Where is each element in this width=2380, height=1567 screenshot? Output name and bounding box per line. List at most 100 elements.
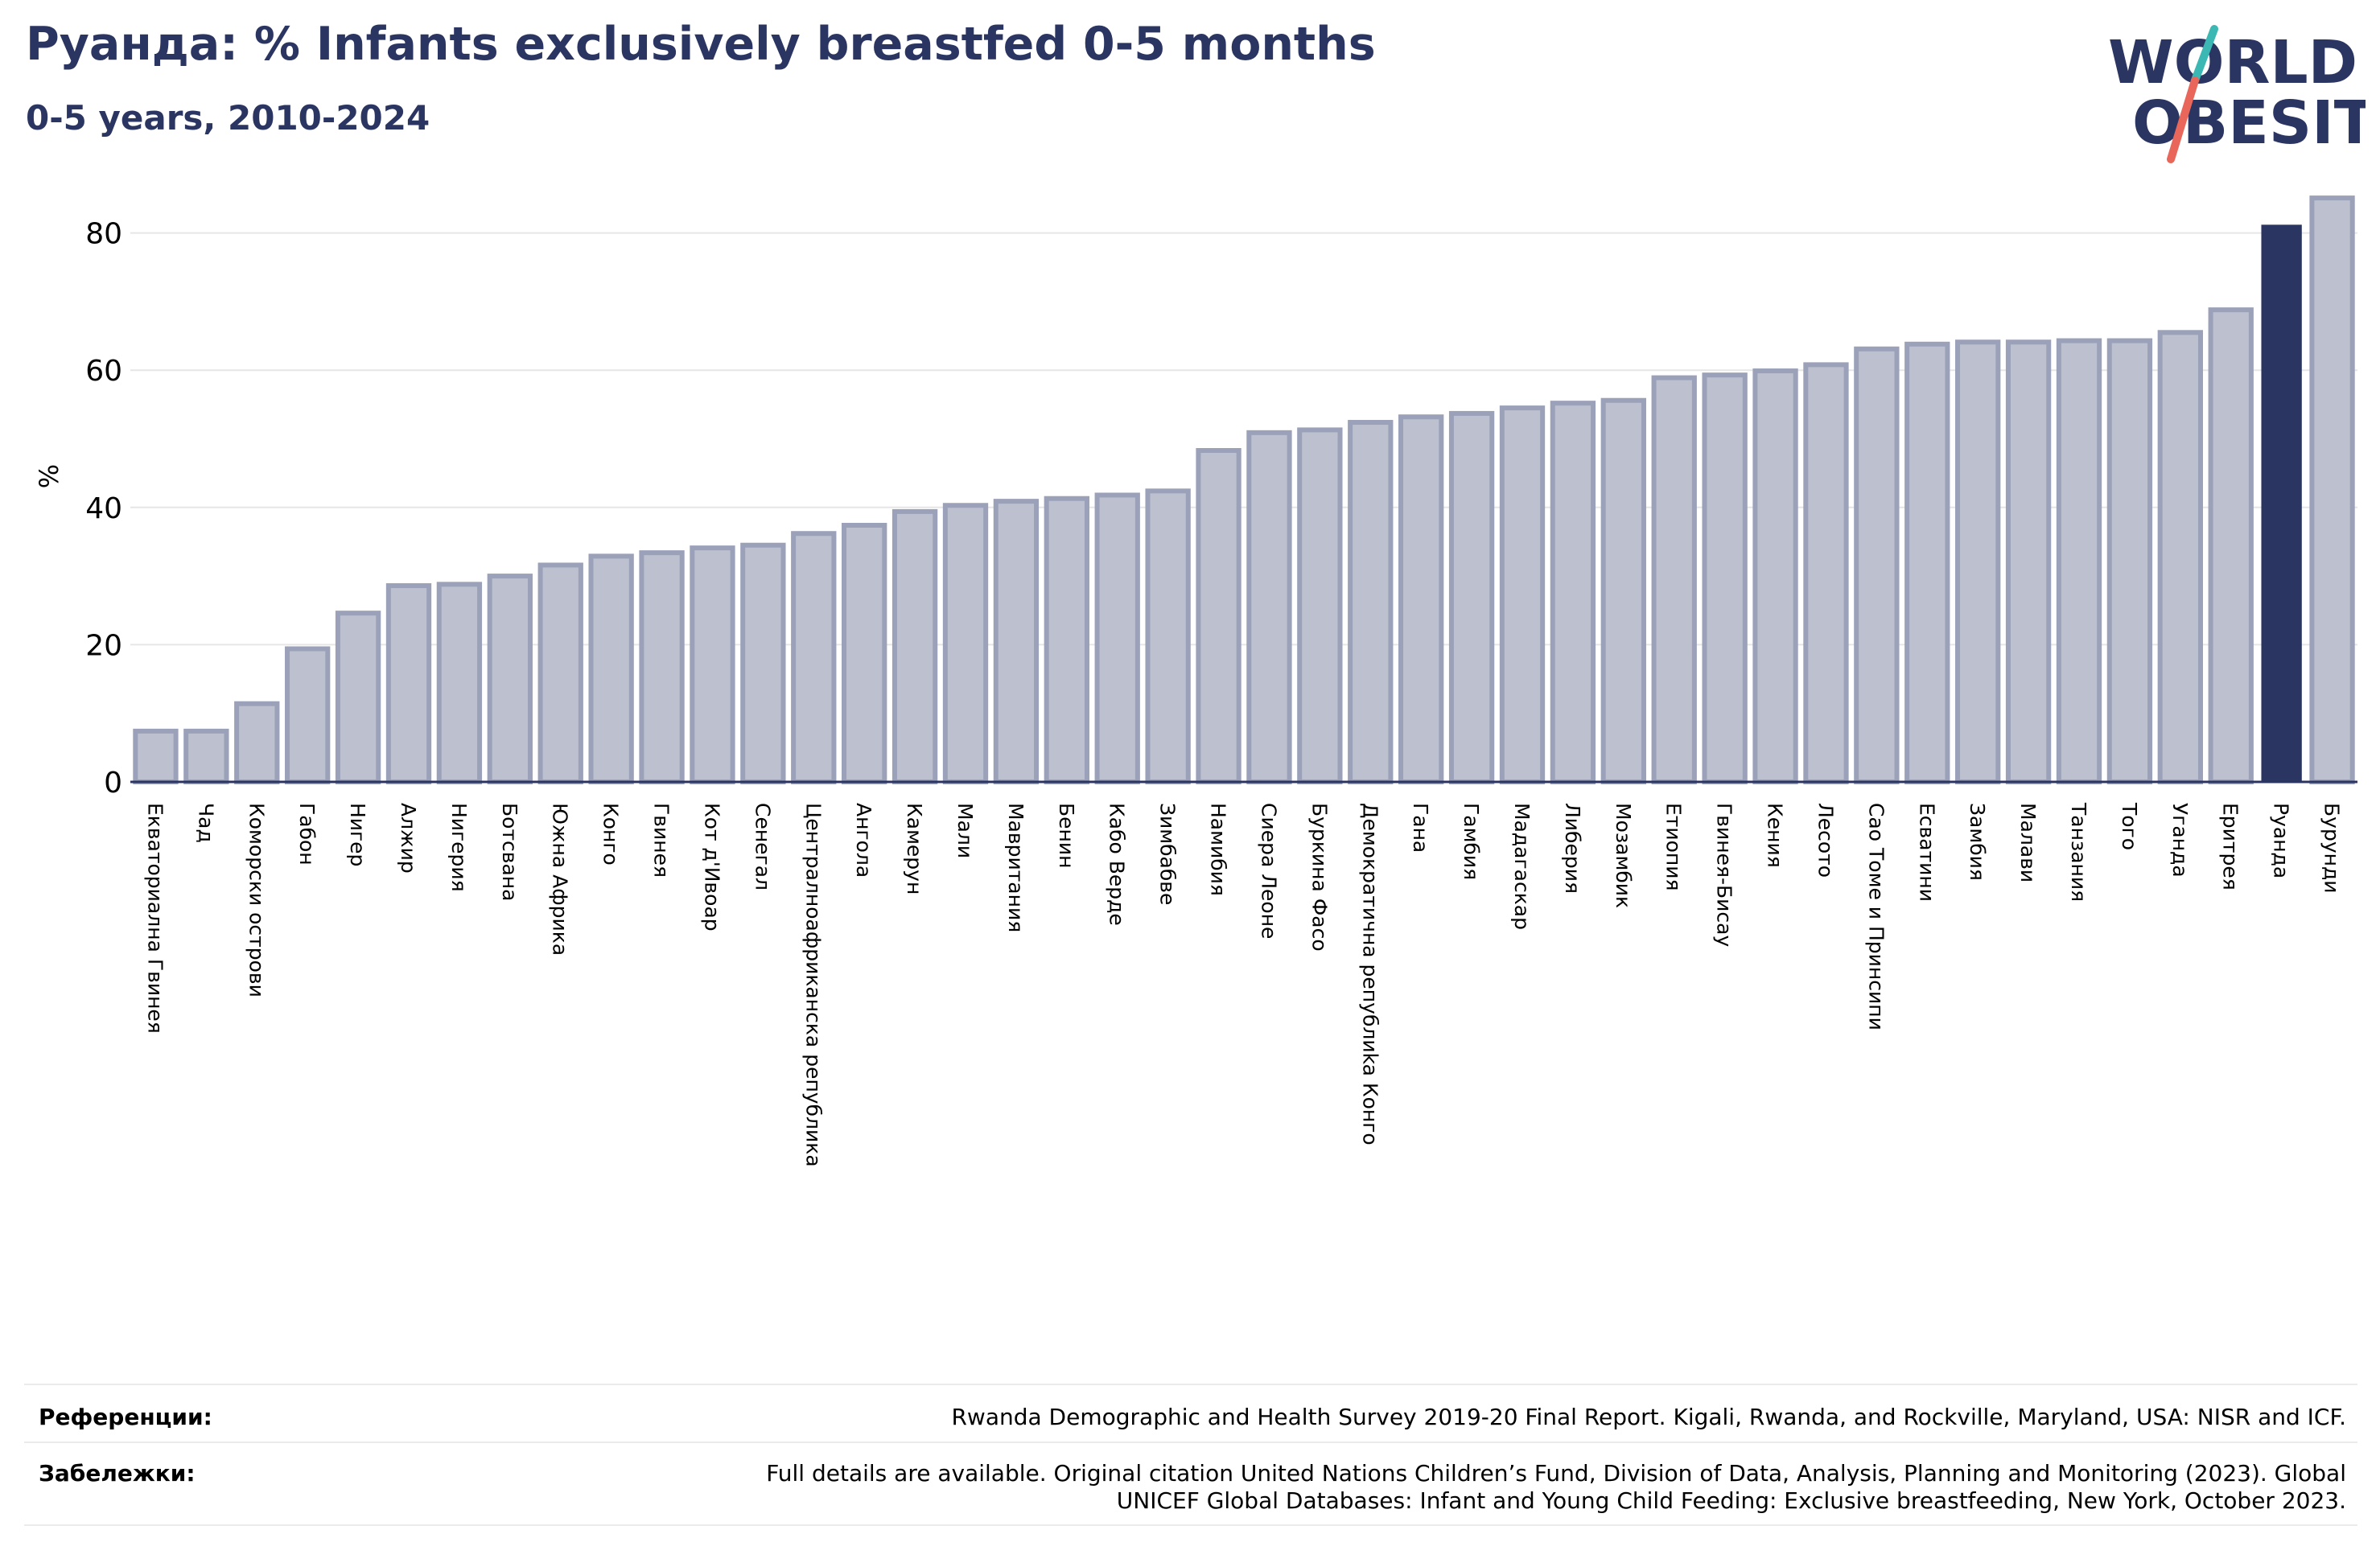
category-label: Есватини — [1915, 803, 1938, 902]
category-label: Уганда — [2168, 803, 2192, 878]
bar — [2056, 338, 2102, 784]
footer-divider-middle — [24, 1442, 2357, 1443]
y-tick-label: 20 — [85, 629, 122, 662]
category-label: Малави — [2016, 803, 2040, 882]
category-label: Мали — [953, 803, 977, 858]
bar — [2106, 338, 2153, 784]
category-label: Мадагаскар — [1510, 803, 1534, 930]
footer-divider-bottom — [24, 1524, 2357, 1526]
category-label: Буркина Фасо — [1307, 803, 1331, 952]
footer-divider-top — [24, 1384, 2357, 1385]
category-label: Екваториална Гвинея — [143, 803, 167, 1034]
category-label: Ангола — [852, 803, 875, 878]
bar — [1955, 339, 2001, 784]
bar — [1702, 372, 1748, 784]
category-label: Замбия — [1966, 803, 1989, 881]
bar — [1600, 397, 1646, 784]
category-label: Южна Африка — [549, 803, 572, 956]
bar — [1651, 375, 1697, 784]
bar — [1398, 414, 1444, 784]
bar — [1145, 488, 1191, 784]
y-tick-label: 0 — [104, 767, 122, 800]
bar — [385, 583, 432, 784]
bar — [791, 531, 837, 784]
bar — [1499, 405, 1546, 784]
y-tick-labels: 0 20 40 60 80 — [85, 218, 122, 800]
category-label: Демократична републиka Конго — [1358, 803, 1381, 1145]
category-label: Зимбабве — [1156, 803, 1180, 905]
category-label: Нигер — [346, 803, 369, 866]
category-label: Бурунди — [2320, 803, 2344, 894]
bar — [588, 553, 634, 784]
bar — [2309, 195, 2355, 785]
category-label: Гана — [1409, 803, 1432, 853]
bar — [1854, 346, 1900, 784]
references-label: Референции: — [39, 1404, 212, 1430]
category-label: Мозамбик — [1612, 803, 1635, 908]
bars — [133, 195, 2355, 785]
y-tick-label: 60 — [85, 355, 122, 388]
bar — [1803, 362, 1849, 785]
chart-title: Руанда: % Infants exclusively breastfed … — [26, 18, 1376, 71]
bar — [690, 545, 735, 784]
category-label: Нигерия — [447, 803, 471, 892]
category-label: Сао Томе и Принсипи — [1864, 803, 1888, 1030]
bar — [1094, 492, 1140, 784]
y-axis-label: % — [34, 464, 64, 488]
category-label: Чад — [194, 803, 217, 843]
bar — [183, 728, 229, 784]
bar — [740, 542, 786, 785]
chart-subtitle: 0-5 years, 2010-2024 — [26, 98, 430, 138]
bar — [891, 508, 938, 785]
category-label: Гвинея-Бисау — [1713, 803, 1736, 947]
category-label: Кот д'Ивоар — [700, 803, 723, 932]
bar — [1904, 341, 1950, 784]
bar — [1448, 410, 1495, 785]
logo-slash-teal — [2191, 25, 2218, 84]
category-label: Еритрея — [2219, 803, 2242, 890]
category-label: Етиопия — [1662, 803, 1686, 891]
bar — [1752, 368, 1798, 784]
bar — [487, 574, 533, 784]
bar — [285, 646, 331, 784]
bar — [1550, 401, 1596, 784]
bar — [942, 503, 989, 785]
references-text: Rwanda Demographic and Health Survey 201… — [951, 1404, 2346, 1430]
bar-chart: 0 20 40 60 80 Екваториална Гвинея Чад Коморски… — [34, 195, 2357, 1167]
bar — [639, 550, 685, 785]
bar — [1196, 448, 1241, 784]
bar — [1246, 430, 1292, 784]
logo-slash-red — [2167, 76, 2199, 163]
bar — [234, 701, 280, 784]
notes-line-1: Full details are available. Original cit… — [766, 1460, 2346, 1487]
bar — [335, 611, 381, 784]
category-label: Конго — [599, 803, 623, 866]
category-label: Того — [2118, 802, 2141, 850]
bar — [2261, 224, 2302, 782]
y-tick-label: 80 — [85, 218, 122, 251]
logo-line1: WORLD — [2108, 28, 2357, 97]
category-label: Кения — [1764, 803, 1787, 868]
bar — [537, 562, 583, 785]
category-label: Габон — [295, 803, 319, 866]
notes-line-2: UNICEF Global Databases: Infant and Youn… — [1116, 1487, 2346, 1514]
bar — [993, 499, 1040, 784]
bar — [1348, 420, 1394, 784]
category-label: Ботсвана — [498, 803, 521, 901]
category-label: Кабо Верде — [1106, 803, 1129, 926]
category-label: Лесото — [1814, 803, 1837, 878]
bar — [1044, 496, 1089, 784]
world-obesity-logo: WORLD OBESITY — [2108, 25, 2366, 163]
bar — [133, 728, 179, 784]
category-label: Гамбия — [1460, 803, 1483, 880]
notes-text: Full details are available. Original cit… — [766, 1460, 2346, 1515]
category-label: Алжир — [397, 803, 420, 874]
bar — [436, 582, 483, 784]
y-tick-label: 40 — [85, 492, 122, 525]
category-label: Бенин — [1055, 803, 1078, 868]
category-label: Камерун — [903, 803, 926, 895]
category-label: Танзания — [2067, 802, 2090, 902]
category-label: Намибия — [1207, 803, 1230, 896]
category-label: Централноафриканска република — [801, 803, 825, 1167]
bar — [2005, 339, 2052, 784]
